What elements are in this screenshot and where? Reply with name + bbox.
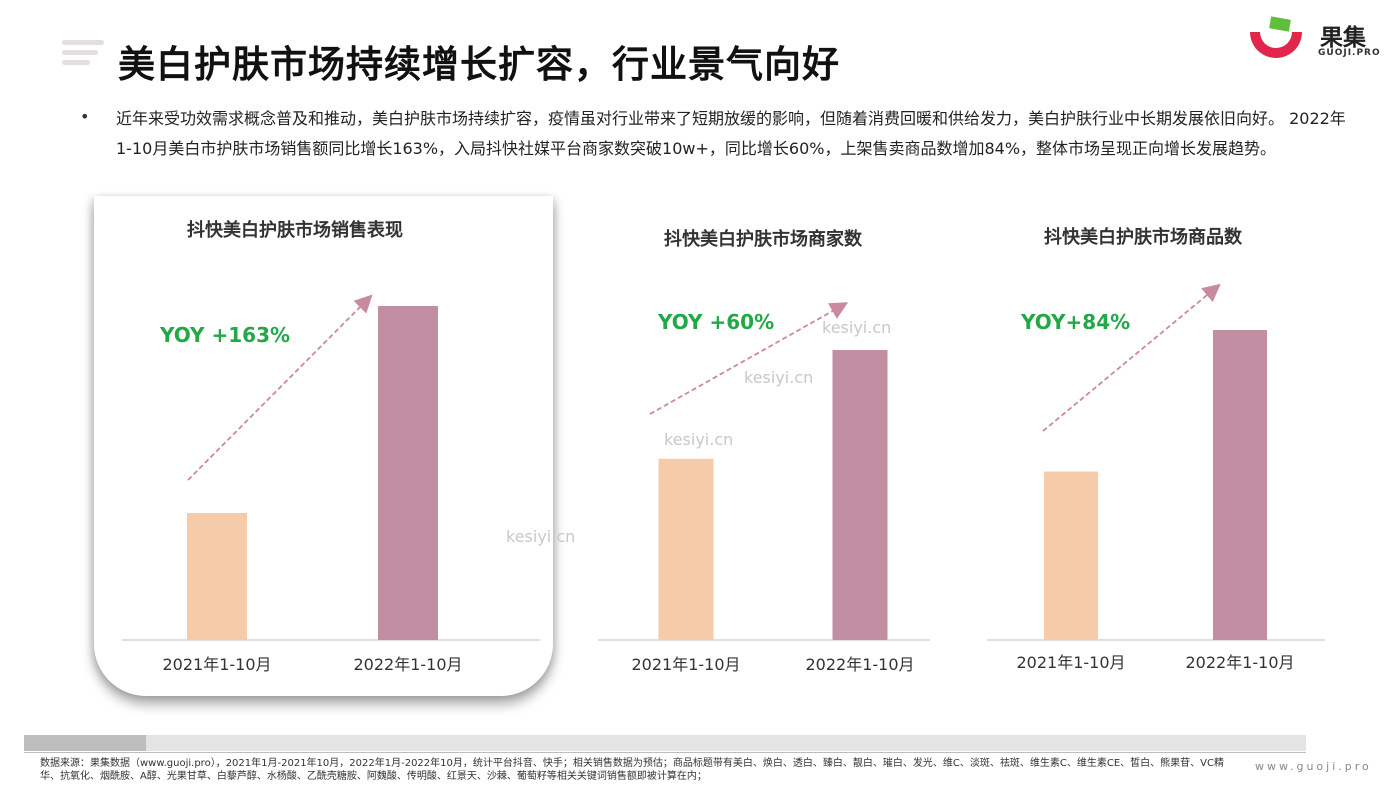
intro-paragraph: 近年来受功效需求概念普及和推动，美白护肤市场持续扩容，疫情虽对行业带来了短期放缓…: [116, 109, 1346, 158]
bar-2022: [1213, 330, 1267, 640]
logo-subtext: GUOJI.PRO: [1318, 48, 1381, 58]
logo-text: 果集: [1320, 25, 1366, 51]
bar-2021: [658, 458, 714, 640]
category-label: 2021年1-10月: [631, 655, 740, 674]
category-label: 2022年1-10月: [805, 655, 914, 674]
menu-lines-icon: [62, 40, 104, 68]
chart-title: 抖快美白护肤市场商品数: [1044, 226, 1243, 248]
chart-title: 抖快美白护肤市场商家数: [664, 228, 863, 250]
page-title: 美白护肤市场持续增长扩容，行业景气向好: [118, 43, 840, 86]
data-source-note: 数据来源：果集数据（www.guoji.pro），2021年1月-2021年10…: [40, 758, 1224, 782]
footer-site-url: www.guoji.pro: [1255, 760, 1372, 773]
highlight-card: [94, 196, 553, 696]
bar-2022: [378, 306, 438, 640]
yoy-label: YOY +163%: [159, 323, 290, 347]
category-label: 2021年1-10月: [162, 655, 271, 674]
category-label: 2022年1-10月: [1185, 653, 1294, 672]
category-label: 2022年1-10月: [353, 655, 462, 674]
trend-arrow: [649, 302, 849, 415]
footer-progress-bar: [24, 735, 1306, 751]
guoji-logo-icon: [1250, 16, 1302, 58]
watermark: kesiyi.cn: [664, 430, 734, 449]
trend-arrow: [1042, 283, 1221, 432]
chart-title: 抖快美白护肤市场销售表现: [187, 219, 403, 241]
bar-2021: [187, 513, 247, 640]
watermark: kesiyi.cn: [822, 318, 892, 337]
footer-divider: [24, 752, 1306, 753]
yoy-label: YOY+84%: [1020, 310, 1130, 334]
trend-arrow: [187, 294, 373, 481]
watermark: kesiyi.cn: [506, 527, 576, 546]
bar-2022: [832, 350, 888, 640]
bullet-icon: •: [80, 107, 90, 126]
yoy-label: YOY +60%: [657, 310, 774, 334]
watermark: kesiyi.cn: [744, 368, 814, 387]
category-label: 2021年1-10月: [1016, 653, 1125, 672]
bar-2021: [1044, 471, 1098, 640]
